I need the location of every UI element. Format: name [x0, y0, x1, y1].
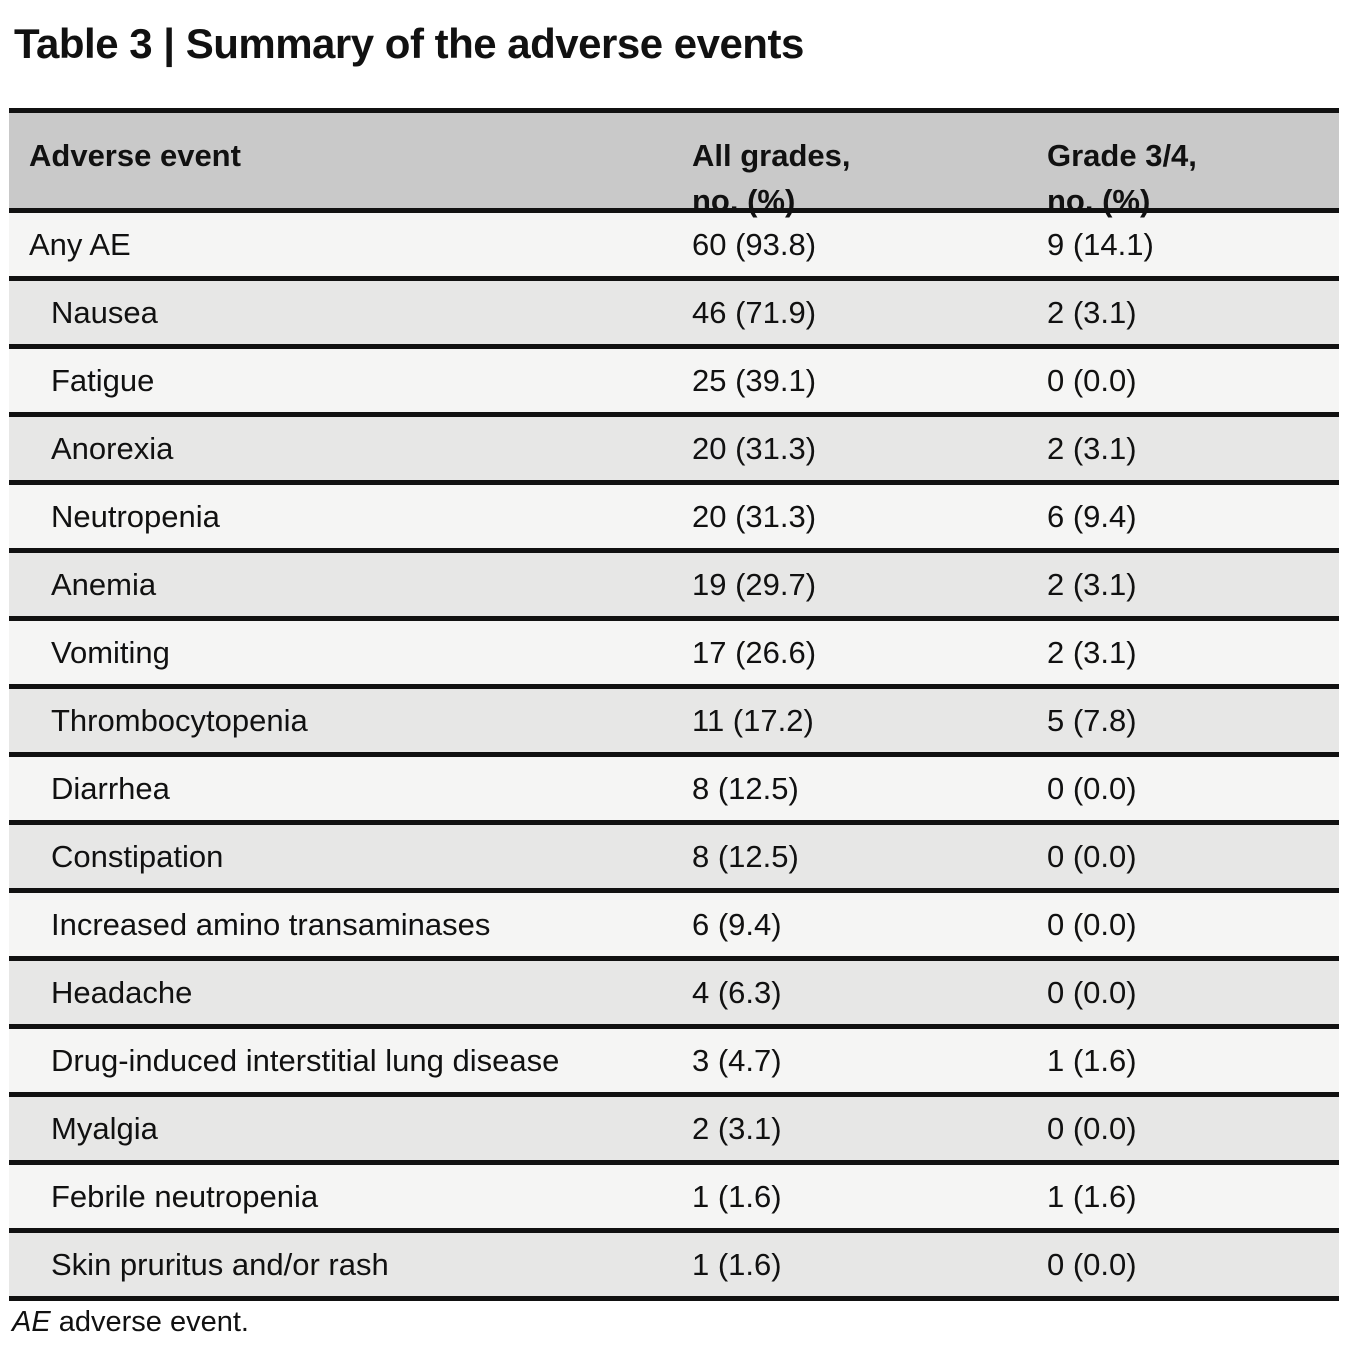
table-row: Anemia 19 (29.7) 2 (3.1): [9, 553, 1339, 621]
column-header-all-grades: All grades, no. (%): [692, 113, 1047, 223]
page-title: Table 3 | Summary of the adverse events: [14, 20, 804, 67]
table-row: Thrombocytopenia 11 (17.2) 5 (7.8): [9, 689, 1339, 757]
cell-grade-3-4: 0 (0.0): [1047, 770, 1137, 806]
table-row: Skin pruritus and/or rash 1 (1.6) 0 (0.0): [9, 1233, 1339, 1301]
table-row: Increased amino transaminases 6 (9.4) 0 (0…: [9, 893, 1339, 961]
cell-all-grades: 25 (39.1): [692, 362, 817, 398]
cell-grade-3-4: 0 (0.0): [1047, 362, 1137, 398]
cell-all-grades: 19 (29.7): [692, 566, 817, 602]
table-footnote: AE adverse event.: [12, 1306, 249, 1339]
column-header-all-grades-line2: no. (%): [692, 183, 796, 218]
cell-all-grades: 1 (1.6): [692, 1246, 782, 1282]
cell-adverse-event: Thrombocytopenia: [51, 702, 308, 738]
cell-all-grades: 8 (12.5): [692, 838, 799, 874]
cell-grade-3-4: 0 (0.0): [1047, 838, 1137, 874]
cell-adverse-event: Drug-induced interstitial lung disease: [51, 1042, 560, 1078]
table-header-row: Adverse event All grades, no. (%) Grade …: [9, 108, 1339, 218]
column-header-all-grades-line1: All grades,: [692, 138, 851, 173]
cell-adverse-event: Anorexia: [51, 430, 174, 466]
cell-grade-3-4: 2 (3.1): [1047, 566, 1137, 602]
table-row: Vomiting 17 (26.6) 2 (3.1): [9, 621, 1339, 689]
cell-grade-3-4: 2 (3.1): [1047, 294, 1137, 330]
cell-adverse-event: Febrile neutropenia: [51, 1178, 319, 1214]
table-row: Neutropenia 20 (31.3) 6 (9.4): [9, 485, 1339, 553]
cell-adverse-event: Nausea: [51, 294, 158, 330]
cell-adverse-event: Fatigue: [51, 362, 155, 398]
column-header-grade-3-4-line2: no. (%): [1047, 183, 1151, 218]
cell-grade-3-4: 0 (0.0): [1047, 974, 1137, 1010]
cell-all-grades: 60 (93.8): [692, 226, 817, 262]
adverse-events-table: Adverse event All grades, no. (%) Grade …: [9, 108, 1339, 1301]
table-row: Anorexia 20 (31.3) 2 (3.1): [9, 417, 1339, 485]
cell-grade-3-4: 5 (7.8): [1047, 702, 1137, 738]
table-row: Headache 4 (6.3) 0 (0.0): [9, 961, 1339, 1029]
cell-adverse-event: Increased amino transaminases: [51, 906, 491, 942]
cell-adverse-event: Skin pruritus and/or rash: [51, 1246, 389, 1282]
cell-adverse-event: Any AE: [29, 226, 131, 262]
cell-adverse-event: Neutropenia: [51, 498, 220, 534]
cell-adverse-event: Vomiting: [51, 634, 170, 670]
table-row: Fatigue 25 (39.1) 0 (0.0): [9, 349, 1339, 417]
table-body: Any AE 60 (93.8) 9 (14.1) Nausea 46 (71.9) 2 …: [9, 213, 1339, 1301]
column-header-grade-3-4-line1: Grade 3/4,: [1047, 138, 1197, 173]
cell-grade-3-4: 0 (0.0): [1047, 906, 1137, 942]
cell-all-grades: 11 (17.2): [692, 702, 814, 738]
cell-grade-3-4: 9 (14.1): [1047, 226, 1154, 262]
table-row: Myalgia 2 (3.1) 0 (0.0): [9, 1097, 1339, 1165]
cell-all-grades: 6 (9.4): [692, 906, 782, 942]
table-row: Any AE 60 (93.8) 9 (14.1): [9, 213, 1339, 281]
cell-grade-3-4: 6 (9.4): [1047, 498, 1137, 534]
cell-all-grades: 17 (26.6): [692, 634, 817, 670]
cell-adverse-event: Diarrhea: [51, 770, 170, 806]
table-row: Febrile neutropenia 1 (1.6) 1 (1.6): [9, 1165, 1339, 1233]
cell-adverse-event: Myalgia: [51, 1110, 158, 1146]
table-row: Constipation 8 (12.5) 0 (0.0): [9, 825, 1339, 893]
cell-grade-3-4: 1 (1.6): [1047, 1042, 1137, 1078]
cell-grade-3-4: 2 (3.1): [1047, 634, 1137, 670]
table-row: Diarrhea 8 (12.5) 0 (0.0): [9, 757, 1339, 825]
cell-adverse-event: Constipation: [51, 838, 224, 874]
cell-all-grades: 2 (3.1): [692, 1110, 782, 1146]
table-row: Drug-induced interstitial lung disease 3 …: [9, 1029, 1339, 1097]
cell-all-grades: 46 (71.9): [692, 294, 817, 330]
footnote-text: adverse event.: [50, 1306, 249, 1338]
cell-grade-3-4: 2 (3.1): [1047, 430, 1137, 466]
cell-all-grades: 1 (1.6): [692, 1178, 782, 1214]
cell-all-grades: 20 (31.3): [692, 430, 817, 466]
cell-adverse-event: Anemia: [51, 566, 157, 602]
column-header-grade-3-4: Grade 3/4, no. (%): [1047, 113, 1339, 223]
cell-grade-3-4: 0 (0.0): [1047, 1246, 1137, 1282]
table-row: Nausea 46 (71.9) 2 (3.1): [9, 281, 1339, 349]
cell-grade-3-4: 0 (0.0): [1047, 1110, 1137, 1146]
footnote-abbreviation: AE: [12, 1306, 51, 1338]
cell-adverse-event: Headache: [51, 974, 193, 1010]
cell-all-grades: 20 (31.3): [692, 498, 817, 534]
cell-grade-3-4: 1 (1.6): [1047, 1178, 1137, 1214]
cell-all-grades: 4 (6.3): [692, 974, 782, 1010]
cell-all-grades: 8 (12.5): [692, 770, 799, 806]
column-header-adverse-event: Adverse event: [29, 138, 241, 173]
cell-all-grades: 3 (4.7): [692, 1042, 782, 1078]
